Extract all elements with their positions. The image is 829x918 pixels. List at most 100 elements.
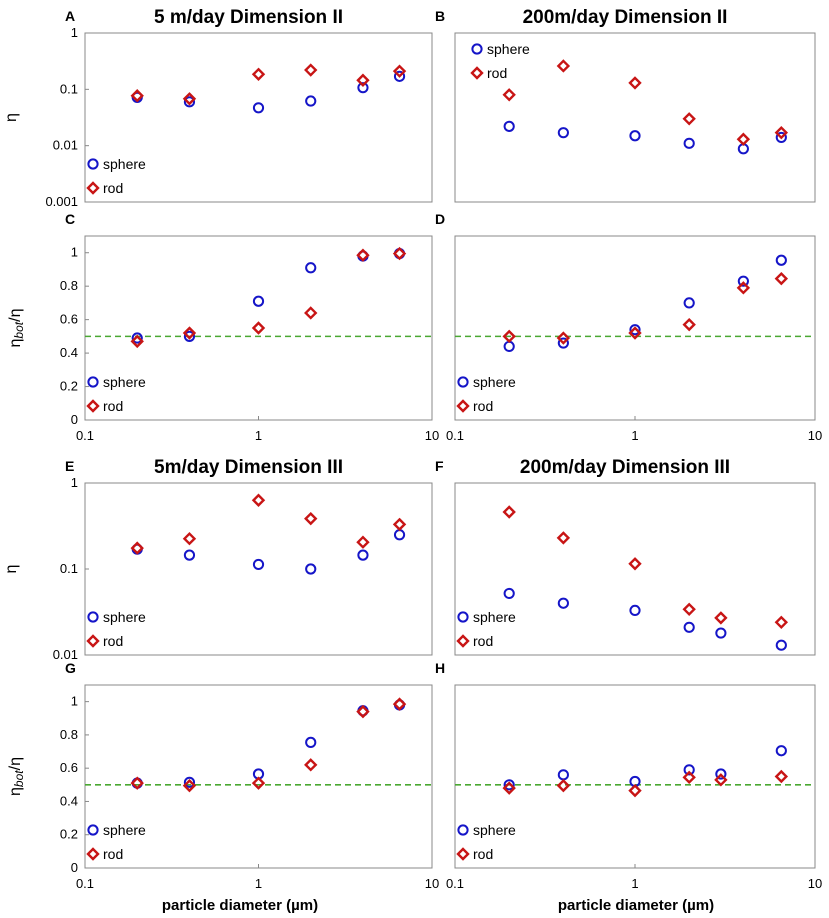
series-rod xyxy=(502,505,789,629)
y-axis-label: η xyxy=(3,565,20,574)
y-tick-label: 0.01 xyxy=(53,138,78,153)
data-point-sphere xyxy=(393,70,406,82)
series-rod xyxy=(502,271,789,345)
y-tick-label: 0.01 xyxy=(53,647,78,662)
data-point-rod xyxy=(628,76,642,90)
x-tick-label: 1 xyxy=(255,428,262,443)
data-point-rod xyxy=(682,317,696,332)
x-tick-label: 0.1 xyxy=(446,428,464,443)
data-point-rod xyxy=(502,329,516,344)
legend-marker-sphere xyxy=(457,611,469,623)
legend-marker-sphere xyxy=(457,376,469,388)
x-tick-label: 1 xyxy=(631,428,638,443)
data-point-rod xyxy=(130,776,144,790)
legend-marker-rod xyxy=(456,847,470,861)
data-point-sphere xyxy=(503,120,515,132)
series-sphere xyxy=(131,699,406,789)
data-point-rod xyxy=(304,306,318,320)
y-tick-label: 1 xyxy=(71,25,78,40)
series-rod xyxy=(130,63,407,106)
legend-marker-rod xyxy=(86,181,100,195)
y-tick-label: 0 xyxy=(71,412,78,427)
legend-label-sphere: sphere xyxy=(473,374,516,390)
panel-title: 5 m/day Dimension II xyxy=(154,7,343,28)
y-tick-label: 0 xyxy=(71,860,78,875)
data-point-rod xyxy=(736,281,751,295)
legend-label-rod: rod xyxy=(103,398,123,414)
y-tick-label: 0.1 xyxy=(60,561,78,576)
data-point-sphere xyxy=(252,102,265,114)
data-point-sphere xyxy=(629,604,641,617)
data-point-sphere xyxy=(183,549,196,561)
data-point-rod xyxy=(130,89,144,103)
data-point-sphere xyxy=(683,764,695,776)
legend-label-sphere: sphere xyxy=(103,822,146,838)
panel-letter: A xyxy=(65,8,75,24)
y-tick-label: 0.2 xyxy=(60,379,78,394)
plot-frame xyxy=(454,482,816,656)
data-point-rod xyxy=(556,59,571,73)
panel-a: A 5 m/day Dimension II 0.001 0.01 0.1 1 η spher… xyxy=(3,7,433,209)
data-point-rod xyxy=(182,532,197,546)
data-point-rod xyxy=(356,248,370,262)
legend-marker-rod xyxy=(86,634,100,648)
legend-marker-rod xyxy=(456,399,470,413)
series-sphere xyxy=(503,120,787,155)
x-tick-label: 0.1 xyxy=(76,876,94,891)
y-tick-label: 0.1 xyxy=(60,81,78,96)
legend-marker-sphere xyxy=(87,824,99,836)
x-tick-label: 10 xyxy=(808,428,822,443)
data-point-rod xyxy=(682,112,696,126)
x-tick-label: 10 xyxy=(808,876,822,891)
series-rod xyxy=(130,246,407,349)
legend-label-rod: rod xyxy=(103,180,123,196)
data-point-rod xyxy=(736,132,751,146)
plot-frame xyxy=(84,235,433,421)
data-point-sphere xyxy=(305,736,317,748)
y-tick-label: 0.6 xyxy=(60,312,78,327)
panel-h: H 0.1 1 10 sphere rod xyxy=(435,660,822,891)
data-point-sphere xyxy=(393,529,406,541)
data-point-sphere xyxy=(737,275,749,287)
panel-b: B 200m/day Dimension II sphere rod xyxy=(435,7,816,203)
y-tick-label: 0.001 xyxy=(45,194,78,209)
legend-label-rod: rod xyxy=(103,846,123,862)
data-point-sphere xyxy=(503,340,515,352)
data-point-rod xyxy=(774,271,789,286)
legend-marker-rod xyxy=(86,399,100,413)
data-point-rod xyxy=(628,783,642,798)
data-point-rod xyxy=(356,73,370,87)
data-point-sphere xyxy=(305,262,317,274)
data-point-rod xyxy=(251,776,266,790)
data-point-sphere xyxy=(503,779,515,791)
x-tick-label: 1 xyxy=(631,876,638,891)
series-sphere xyxy=(503,254,787,352)
data-point-rod xyxy=(774,615,789,629)
data-point-rod xyxy=(304,511,318,526)
y-tick-label: 0.8 xyxy=(60,727,78,742)
data-point-rod xyxy=(356,535,370,549)
y-tick-label: 0.2 xyxy=(60,827,78,842)
data-point-sphere xyxy=(683,137,695,149)
panel-letter: E xyxy=(65,458,74,474)
legend-label-sphere: sphere xyxy=(487,41,530,57)
legend-marker-rod xyxy=(456,634,470,648)
legend-marker-rod xyxy=(86,847,100,861)
data-point-sphere xyxy=(305,95,317,107)
data-point-rod xyxy=(714,611,728,625)
data-point-rod xyxy=(392,517,407,532)
series-rod xyxy=(502,769,789,798)
data-point-sphere xyxy=(775,745,787,757)
y-axis-label: η xyxy=(3,113,20,122)
data-point-rod xyxy=(682,770,696,785)
legend-marker-sphere xyxy=(87,158,99,170)
data-point-rod xyxy=(628,557,642,571)
data-point-sphere xyxy=(775,639,787,651)
data-point-rod xyxy=(714,773,728,787)
data-point-rod xyxy=(304,758,318,772)
panel-letter: D xyxy=(435,211,445,227)
panel-letter: G xyxy=(65,660,76,676)
data-point-sphere xyxy=(629,324,641,336)
legend-label-sphere: sphere xyxy=(473,822,516,838)
series-sphere xyxy=(503,587,787,651)
